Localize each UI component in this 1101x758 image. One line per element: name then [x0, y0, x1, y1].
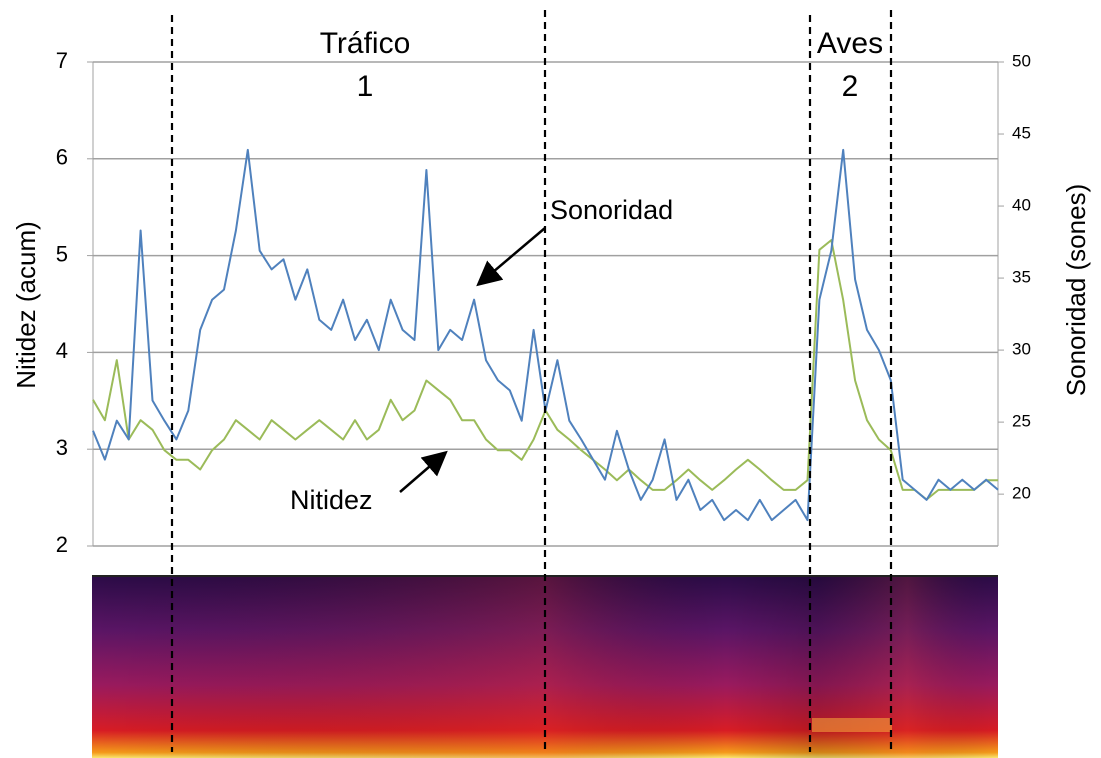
chart: 23456720253035404550 Tráfico 1 Aves 2 So…: [0, 0, 1101, 758]
y2-tick-label: 45: [1012, 124, 1031, 143]
y-tick-label: 7: [56, 48, 68, 73]
y2-tick-label: 40: [1012, 196, 1031, 215]
y-tick-label: 2: [56, 532, 68, 557]
series-label: Sonoridad: [550, 195, 673, 225]
y2-tick-label: 30: [1012, 340, 1031, 359]
y-tick-label: 6: [56, 145, 68, 170]
y2-tick-label: 35: [1012, 268, 1031, 287]
y2-tick-label: 20: [1012, 484, 1031, 503]
annotation: 1: [357, 70, 374, 103]
y-tick-label: 4: [56, 338, 68, 363]
annotation: Tráfico: [320, 27, 411, 60]
arrow: [400, 454, 444, 492]
y-tick-label: 3: [56, 435, 68, 460]
series-label: Nitidez: [290, 485, 373, 515]
y-axis-title: Nitidez (acum): [11, 221, 41, 389]
y2-axis-title: Sonoridad (sones): [1061, 184, 1091, 396]
y2-tick-label: 50: [1012, 51, 1031, 70]
y-tick-label: 5: [56, 241, 68, 266]
annotation: Aves: [817, 27, 883, 60]
y2-tick-label: 25: [1012, 412, 1031, 431]
annotation: 2: [842, 70, 859, 103]
